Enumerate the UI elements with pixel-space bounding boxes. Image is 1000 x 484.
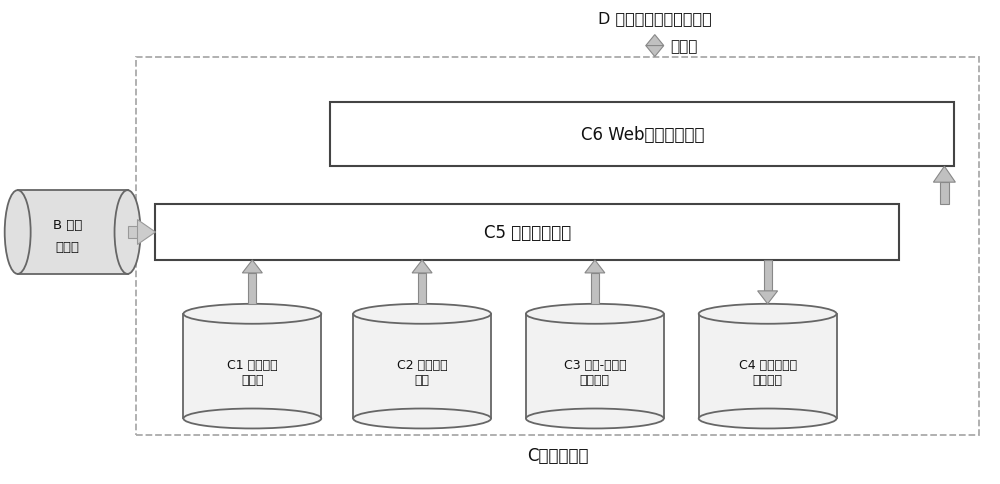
Polygon shape	[155, 205, 899, 260]
Text: C6 Web查询服务模块: C6 Web查询服务模块	[581, 126, 704, 144]
Polygon shape	[418, 273, 426, 304]
Ellipse shape	[115, 191, 140, 274]
Polygon shape	[128, 227, 138, 239]
Ellipse shape	[526, 304, 664, 324]
Ellipse shape	[699, 304, 837, 324]
Text: B 视频: B 视频	[53, 218, 82, 231]
Polygon shape	[940, 183, 949, 205]
Polygon shape	[138, 220, 155, 245]
Polygon shape	[764, 260, 772, 291]
Text: D 各类考勤记录查看终端: D 各类考勤记录查看终端	[598, 11, 712, 26]
Polygon shape	[136, 58, 979, 436]
Polygon shape	[526, 314, 664, 419]
Ellipse shape	[353, 408, 491, 428]
Ellipse shape	[526, 408, 664, 428]
Polygon shape	[646, 46, 664, 58]
Polygon shape	[18, 191, 128, 274]
Polygon shape	[242, 260, 262, 273]
Ellipse shape	[353, 304, 491, 324]
Polygon shape	[933, 167, 955, 183]
Polygon shape	[330, 103, 954, 167]
Polygon shape	[591, 273, 599, 304]
Polygon shape	[183, 314, 321, 419]
Polygon shape	[585, 260, 605, 273]
Polygon shape	[412, 260, 432, 273]
Ellipse shape	[183, 304, 321, 324]
Polygon shape	[699, 314, 837, 419]
Ellipse shape	[183, 408, 321, 428]
Polygon shape	[646, 35, 664, 46]
Text: C3 座位-学号关
系数据库: C3 座位-学号关 系数据库	[564, 359, 626, 387]
Text: C4 缺席学生记
录数据库: C4 缺席学生记 录数据库	[739, 359, 797, 387]
Polygon shape	[758, 291, 778, 304]
Text: C1 教室座位
模板库: C1 教室座位 模板库	[227, 359, 278, 387]
Polygon shape	[353, 314, 491, 419]
Text: C考勤服务器: C考勤服务器	[527, 446, 588, 465]
Text: 互联网: 互联网	[670, 39, 697, 54]
Polygon shape	[248, 273, 256, 304]
Text: 服务器: 服务器	[56, 241, 80, 254]
Text: C5 考勤程序模块: C5 考勤程序模块	[484, 224, 571, 242]
Text: C2 空座直方
图库: C2 空座直方 图库	[397, 359, 447, 387]
Ellipse shape	[699, 408, 837, 428]
Ellipse shape	[5, 191, 31, 274]
